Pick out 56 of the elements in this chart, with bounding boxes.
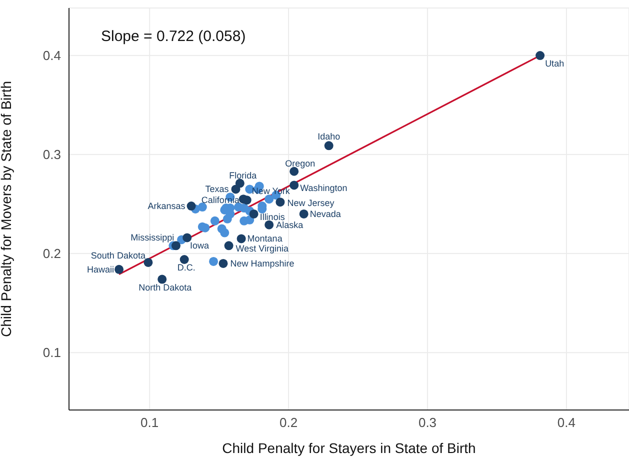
point — [172, 241, 180, 250]
data-label: North Dakota — [138, 282, 192, 292]
data-label: Hawaii — [87, 264, 114, 274]
x-tick-label: 0.4 — [557, 415, 576, 430]
point — [276, 198, 285, 207]
point — [324, 141, 334, 150]
data-label: South Dakota — [90, 250, 146, 260]
x-tick-label: 0.1 — [140, 415, 159, 430]
data-label: New Jersey — [287, 198, 335, 208]
x-axis-title: Child Penalty for Stayers in State of Birth — [222, 440, 476, 456]
data-label: D.C. — [177, 262, 196, 272]
point — [222, 214, 232, 224]
data-label: Mississippi — [130, 232, 174, 243]
y-tick-label: 0.4 — [42, 48, 61, 64]
y-axis-title: Child Penalty for Movers by State of Birth — [0, 81, 14, 337]
point — [198, 202, 207, 212]
point — [186, 202, 196, 211]
data-label: Idaho — [318, 132, 340, 142]
data-label: Iowa — [190, 240, 210, 251]
point — [264, 220, 274, 230]
point — [236, 234, 246, 244]
data-label: Oregon — [285, 158, 316, 168]
data-label: Montana — [247, 234, 282, 244]
point — [210, 216, 220, 226]
y-tick-label: 0.3 — [42, 147, 61, 162]
data-label: California — [201, 195, 240, 206]
point — [158, 274, 167, 284]
data-label: New Hampshire — [230, 258, 294, 268]
point — [536, 51, 545, 60]
point — [231, 184, 240, 194]
data-label: Washington — [300, 183, 348, 194]
y-tick-label: 0.2 — [42, 246, 61, 262]
annotation: Slope = 0.722 (0.058) — [101, 28, 246, 45]
point — [249, 209, 258, 218]
y-tick-label: 0.1 — [42, 345, 61, 360]
point — [180, 255, 189, 264]
point — [224, 241, 234, 250]
data-label: Nevada — [310, 208, 341, 219]
point — [144, 258, 153, 267]
data-label: Texas — [205, 184, 230, 194]
point — [182, 233, 192, 242]
data-label: Utah — [545, 58, 564, 69]
data-label: Arkansas — [148, 201, 186, 212]
point — [299, 209, 308, 218]
x-tick-label: 0.3 — [418, 415, 437, 430]
point — [218, 258, 228, 268]
point — [209, 256, 218, 266]
point — [220, 228, 230, 238]
point — [290, 180, 299, 190]
data-label: Alaska — [276, 220, 304, 230]
data-label: Florida — [229, 170, 257, 180]
point — [264, 194, 274, 204]
x-tick-label: 0.2 — [280, 415, 298, 430]
point — [114, 264, 124, 274]
data-label: Illinois — [260, 212, 286, 222]
data-label: West Virginia — [236, 244, 289, 254]
